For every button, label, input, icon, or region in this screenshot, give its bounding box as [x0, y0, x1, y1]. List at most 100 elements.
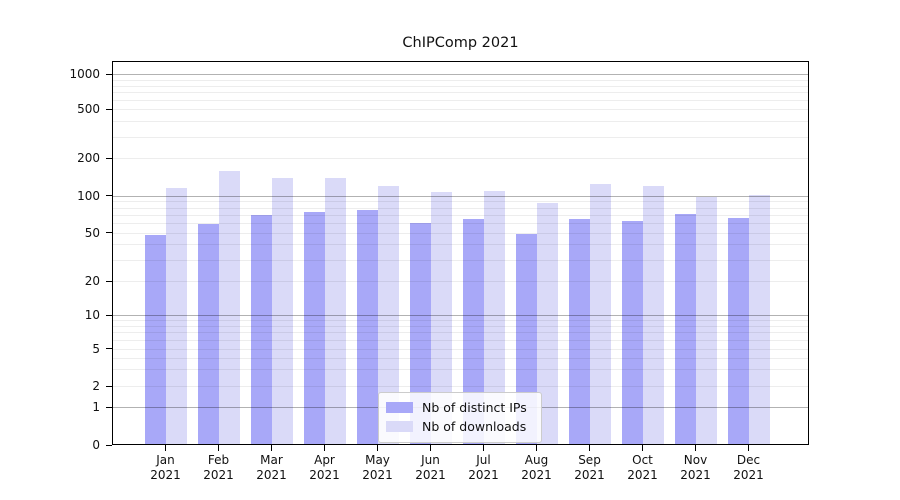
x-tick-label-apr-2021: Apr 2021: [298, 453, 351, 483]
legend-swatch-distinct-ips: [386, 402, 413, 413]
x-tick-label-aug-2021: Aug 2021: [510, 453, 563, 483]
minor-gridline-600: [112, 100, 809, 102]
bar-nb-of-downloads-dec-2021: [748, 194, 770, 445]
minor-gridline-800: [112, 85, 809, 87]
y-tick-mark-100: [106, 195, 112, 197]
bar-nb-of-downloads-jun-2021: [430, 191, 452, 445]
minor-gridline-900: [112, 79, 809, 81]
x-tick-label-line: Jun: [421, 453, 440, 467]
x-tick-mark-may-2021: [377, 445, 379, 451]
x-tick-label-line: May: [365, 453, 390, 467]
x-tick-label-may-2021: May 2021: [351, 453, 404, 483]
y-tick-label-2: 2: [92, 379, 100, 393]
y-tick-mark-50: [106, 232, 112, 234]
minor-gridline-200: [112, 158, 809, 160]
bar-nb-of-distinct-ips-dec-2021: [727, 217, 749, 445]
x-tick-mark-sep-2021: [589, 445, 591, 451]
bar-nb-of-downloads-feb-2021: [218, 171, 240, 445]
minor-gridline-70: [112, 214, 809, 216]
minor-gridline-8: [112, 326, 809, 328]
x-tick-mark-feb-2021: [218, 445, 220, 451]
minor-gridline-700: [112, 92, 809, 94]
x-tick-mark-nov-2021: [695, 445, 697, 451]
x-tick-label-line: Feb: [207, 453, 230, 467]
x-tick-label-line: 2021: [680, 468, 711, 482]
x-tick-label-line: 2021: [521, 468, 552, 482]
minor-gridline-400: [112, 121, 809, 123]
major-gridline-1000: [112, 74, 809, 76]
y-tick-label-200: 200: [77, 151, 100, 166]
x-tick-mark-aug-2021: [536, 445, 538, 451]
minor-gridline-50: [112, 232, 809, 234]
x-tick-label-line: 2021: [415, 468, 446, 482]
y-tick-label-0: 0: [92, 438, 100, 452]
legend-swatch-downloads: [386, 421, 413, 432]
y-tick-label-10: 10: [84, 308, 100, 323]
x-tick-mark-mar-2021: [271, 445, 273, 451]
x-tick-label-line: 2021: [733, 468, 764, 482]
bar-nb-of-distinct-ips-jul-2021: [462, 218, 484, 445]
y-tick-label-20: 20: [84, 274, 100, 288]
bar-nb-of-distinct-ips-nov-2021: [674, 213, 696, 445]
bar-nb-of-distinct-ips-mar-2021: [250, 214, 272, 445]
x-tick-label-line: Oct: [632, 453, 653, 467]
x-tick-label-line: Mar: [260, 453, 283, 467]
y-tick-label-50: 50: [84, 225, 100, 240]
x-tick-label-line: 2021: [574, 468, 605, 482]
minor-gridline-30: [112, 259, 809, 261]
x-tick-label-jan-2021: Jan 2021: [139, 453, 192, 483]
bar-nb-of-distinct-ips-sep-2021: [568, 218, 590, 445]
x-tick-mark-jan-2021: [165, 445, 167, 451]
major-gridline-100: [112, 195, 809, 197]
bar-nb-of-distinct-ips-oct-2021: [621, 221, 643, 445]
legend: Nb of distinct IPs Nb of downloads: [378, 392, 542, 443]
x-tick-label-line: 2021: [468, 468, 499, 482]
y-tick-label-500: 500: [77, 102, 100, 117]
x-tick-label-nov-2021: Nov 2021: [669, 453, 722, 483]
x-tick-label-line: 2021: [203, 468, 234, 482]
major-gridline-10: [112, 315, 809, 317]
minor-gridline-60: [112, 222, 809, 224]
bar-nb-of-downloads-nov-2021: [695, 196, 717, 445]
bar-nb-of-downloads-aug-2021: [536, 202, 558, 445]
x-tick-label-line: 2021: [256, 468, 287, 482]
y-tick-label-1: 1: [92, 400, 100, 415]
y-tick-label-1000: 1000: [69, 67, 100, 82]
x-tick-label-line: 2021: [627, 468, 658, 482]
legend-label-distinct-ips: Nb of distinct IPs: [422, 400, 527, 415]
x-tick-label-jul-2021: Jul 2021: [457, 453, 510, 483]
x-tick-mark-oct-2021: [642, 445, 644, 451]
y-tick-mark-500: [106, 108, 112, 110]
y-tick-mark-20: [106, 280, 112, 282]
minor-gridline-3: [112, 369, 809, 371]
legend-item-downloads: Nb of downloads: [386, 417, 534, 436]
x-tick-label-line: Apr: [314, 453, 335, 467]
y-tick-mark-2: [106, 385, 112, 387]
minor-gridline-500: [112, 109, 809, 111]
bar-nb-of-distinct-ips-may-2021: [356, 209, 378, 445]
minor-gridline-20: [112, 281, 809, 282]
legend-label-downloads: Nb of downloads: [422, 419, 527, 434]
x-tick-label-line: 2021: [309, 468, 340, 482]
bar-nb-of-downloads-sep-2021: [589, 184, 611, 445]
minor-gridline-4: [112, 357, 809, 359]
minor-gridline-300: [112, 136, 809, 138]
plot-area: [112, 61, 809, 445]
x-tick-mark-dec-2021: [748, 445, 750, 451]
x-tick-mark-jul-2021: [483, 445, 485, 451]
y-tick-mark-200: [106, 157, 112, 159]
bar-nb-of-downloads-oct-2021: [642, 185, 664, 445]
x-tick-mark-jun-2021: [430, 445, 432, 451]
minor-gridline-9: [112, 320, 809, 322]
bar-nb-of-downloads-jan-2021: [165, 188, 187, 445]
x-tick-label-line: Jan: [156, 453, 175, 467]
legend-item-distinct-ips: Nb of distinct IPs: [386, 398, 534, 417]
x-tick-label-line: Dec: [736, 453, 761, 467]
minor-gridline-2: [112, 386, 809, 387]
y-tick-mark-1: [106, 406, 112, 408]
chart-title: ChIPComp 2021: [402, 35, 519, 51]
bar-nb-of-downloads-may-2021: [377, 185, 399, 445]
x-tick-label-mar-2021: Mar 2021: [245, 453, 298, 483]
x-tick-label-sep-2021: Sep 2021: [563, 453, 616, 483]
